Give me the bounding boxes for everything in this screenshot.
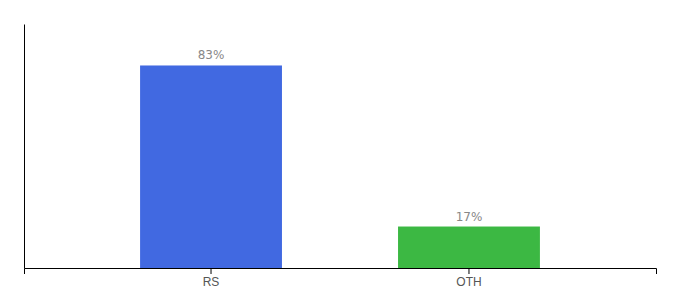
data-label: 17%: [456, 210, 483, 224]
x-tick-label: OTH: [456, 275, 481, 289]
x-tick-mark: [468, 268, 469, 274]
x-tick: RS: [203, 268, 220, 289]
chart-svg: 83% 17% RS OTH: [0, 0, 680, 300]
y-axis-line: [24, 25, 25, 269]
x-tick: OTH: [456, 268, 481, 289]
data-label: 83%: [198, 48, 225, 62]
bar: [398, 227, 540, 268]
x-axis: RS OTH: [25, 268, 657, 289]
x-tick-mark: [211, 268, 212, 274]
data-labels: 83% 17%: [198, 48, 483, 223]
x-axis-line: [25, 269, 657, 275]
x-tick-label: RS: [203, 275, 220, 289]
chart-container: 83% 17% RS OTH: [0, 0, 680, 300]
bars: [140, 65, 540, 268]
y-axis: [24, 25, 25, 269]
bar: [140, 65, 282, 268]
plot: 83% 17% RS OTH: [25, 25, 657, 289]
